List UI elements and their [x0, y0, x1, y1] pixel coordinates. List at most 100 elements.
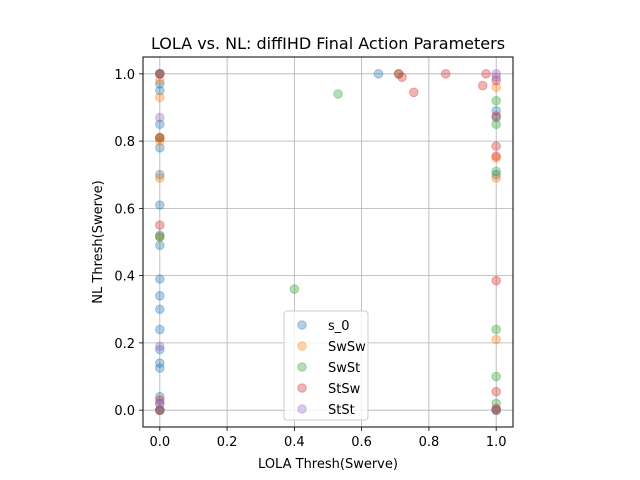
scatter-point-SwSt: [155, 232, 165, 242]
x-tick-label: 1.0: [486, 435, 507, 450]
y-tick-label: 0.0: [114, 404, 135, 419]
y-axis-ticks: 0.0 0.2 0.4 0.6 0.8 1.0: [114, 68, 143, 419]
y-tick-label: 0.2: [114, 337, 135, 352]
scatter-point-SwSw: [491, 173, 501, 183]
legend-label: s_0: [328, 319, 350, 334]
scatter-point-StSt: [155, 69, 165, 79]
scatter-point-s_0: [155, 169, 165, 180]
scatter-point-SwSt: [491, 371, 501, 382]
scatter-point-StSt: [155, 112, 165, 123]
scatter-point-SwSw: [155, 132, 165, 143]
legend-marker: [297, 341, 307, 351]
x-tick-label: 0.4: [284, 435, 305, 450]
scatter-point-StSw: [481, 69, 491, 79]
scatter-point-StSw: [440, 69, 451, 79]
scatter-point-StSw: [491, 141, 501, 151]
scatter-point-StSw: [491, 111, 501, 121]
legend: s_0 SwSw SwSt StSw StSt: [283, 310, 369, 421]
scatter-point-StSt: [155, 398, 165, 409]
scatter-point-StSt: [155, 405, 165, 415]
scatter-point-SwSw: [491, 153, 501, 163]
scatter-point-SwSt: [333, 89, 343, 99]
scatter-point-StSw: [393, 69, 404, 79]
scatter-point-StSw: [491, 275, 501, 286]
scatter-point-SwSw: [491, 405, 501, 415]
scatter-point-StSw: [408, 87, 419, 98]
scatter-point-SwSt: [491, 324, 501, 335]
scatter-point-s_0: [155, 230, 165, 241]
scatter-point-s_0: [155, 304, 165, 315]
scatter-point-SwSw: [491, 334, 501, 345]
scatter-point-SwSw: [155, 75, 165, 86]
legend-marker: [297, 383, 307, 393]
scatter-point-SwSw: [155, 136, 165, 146]
scatter-point-SwSt: [491, 166, 501, 177]
scatter-point-SwSt: [491, 95, 501, 106]
scatter-point-StSw: [155, 220, 165, 230]
y-tick-label: 1.0: [114, 68, 135, 83]
legend-marker: [297, 404, 307, 414]
chart-title: LOLA vs. NL: diffIHD Final Action Parame…: [151, 34, 505, 53]
grid-lines: [143, 57, 513, 427]
scatter-point-StSt: [491, 69, 501, 79]
scatter-point-SwSt: [155, 132, 165, 143]
scatter-point-StSw: [491, 151, 501, 162]
scatter-point-s_0: [155, 240, 165, 251]
scatter-point-s_0: [155, 358, 165, 368]
scatter-point-StSw: [155, 69, 165, 79]
scatter-point-s_0: [155, 324, 165, 335]
scatter-point-SwSt: [289, 284, 300, 294]
y-tick-label: 0.4: [114, 270, 135, 285]
scatter-point-StSt: [491, 405, 501, 415]
scatter-point-SwSt: [393, 69, 404, 79]
scatter-point-SwSw: [155, 232, 165, 242]
scatter-point-SwSt: [155, 69, 165, 79]
x-tick-label: 0.6: [351, 435, 372, 450]
plot-frame: [142, 56, 514, 428]
x-tick-label: 0.0: [149, 435, 170, 450]
scatter-point-s_0: [155, 200, 165, 210]
scatter-point-StSw: [477, 80, 488, 91]
scatter-point-StSw: [491, 386, 501, 397]
scatter-point-s_0: [491, 405, 501, 415]
scatter-point-s_0: [155, 119, 165, 130]
scatter-point-s_0: [491, 106, 501, 116]
scatter-point-s_0: [155, 79, 165, 89]
scatter-point-s_0: [155, 344, 165, 355]
scatter-point-SwSt: [155, 405, 165, 415]
scatter-point-SwSw: [155, 92, 165, 103]
scatter-point-s_0: [155, 398, 165, 409]
legend-marker: [297, 362, 307, 372]
scatter-point-SwSt: [491, 405, 501, 415]
scatter-point-s_0: [155, 291, 165, 301]
legend-label: SwSt: [328, 361, 360, 376]
scatter-point-StSw: [491, 75, 501, 86]
legend-marker: [297, 320, 307, 330]
legend-label: SwSw: [328, 340, 366, 355]
scatter-point-SwSt: [491, 119, 501, 130]
scatter-point-SwSt: [491, 398, 501, 409]
scatter-point-StSt: [491, 72, 501, 82]
scatter-point-StSw: [491, 403, 501, 414]
scatter-point-SwSw: [155, 405, 165, 415]
scatter-point-StSw: [397, 72, 407, 82]
y-tick-label: 0.6: [114, 202, 135, 217]
x-tick-label: 0.2: [217, 435, 238, 450]
scatter-point-s_0: [155, 274, 165, 284]
scatter-point-s_0: [155, 85, 165, 96]
legend-label: StSw: [328, 382, 361, 397]
scatter-point-SwSw: [491, 82, 501, 93]
scatter-point-s_0: [491, 112, 501, 123]
scatter-point-s_0: [155, 143, 165, 153]
scatter-point-s_0: [155, 391, 165, 402]
legend-box: [283, 310, 369, 421]
scatter-point-s_0: [491, 169, 501, 180]
scatter-point-s_0: [155, 363, 165, 373]
scatter-point-s_0: [155, 405, 165, 415]
x-axis-ticks: 0.0 0.2 0.4 0.6 0.8 1.0: [149, 427, 507, 450]
scatter-point-s_0: [155, 69, 165, 79]
data-points: [155, 69, 501, 415]
scatter-point-SwSw: [155, 69, 165, 79]
scatter-point-StSw: [155, 132, 165, 143]
